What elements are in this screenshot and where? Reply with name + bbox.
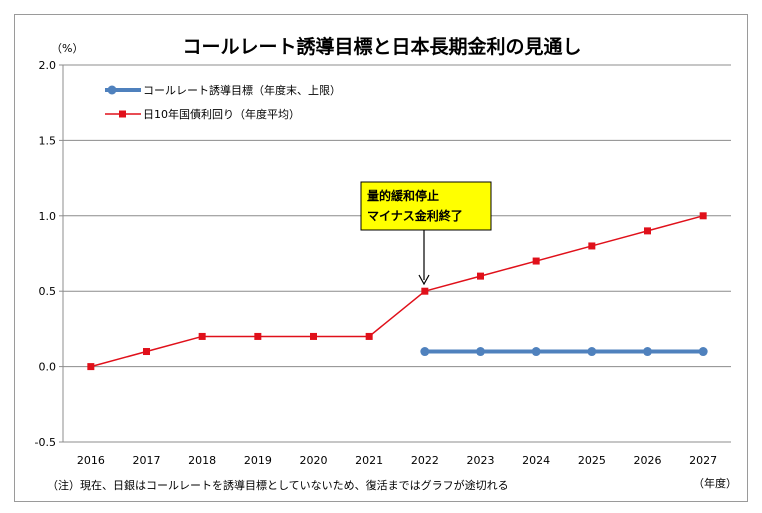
y-tick-label: 1.5 [39, 134, 57, 147]
data-point [87, 363, 95, 371]
x-tick-label: 2022 [411, 454, 439, 467]
annotation-arrowhead [418, 274, 430, 286]
data-point [143, 348, 150, 356]
footnote: （注）現在、日銀はコールレートを誘導目標としていないため、復活まではグラフが途切… [47, 478, 509, 492]
x-unit-label: （年度） [693, 476, 737, 490]
data-point [476, 347, 485, 357]
x-tick-label: 2021 [355, 454, 383, 467]
data-point [420, 347, 430, 357]
y-tick-label: -0.5 [35, 436, 56, 449]
x-tick-label: 2023 [467, 454, 495, 467]
annotation-line-1: 量的緩和停止 [367, 188, 439, 203]
x-tick-label: 2027 [689, 454, 717, 467]
legend-label-jgb-yield: 日10年国債利回り（年度平均） [143, 107, 300, 121]
data-point [477, 272, 484, 280]
data-point [588, 242, 596, 250]
y-tick-label: 0.0 [39, 361, 57, 374]
legend-item-call-rate: コールレート誘導目標（年度末、上限） [105, 83, 341, 97]
series-layer [87, 212, 708, 371]
data-point [254, 332, 262, 340]
data-point [699, 212, 707, 220]
legend-label-call-rate: コールレート誘導目標（年度末、上限） [143, 83, 341, 97]
annotation-line-2: マイナス金利終了 [367, 208, 463, 223]
data-point [644, 227, 651, 235]
chart: コールレート誘導目標と日本長期金利の見通し （%） （年度） （注）現在、日銀は… [35, 35, 737, 492]
x-tick-label: 2018 [188, 454, 216, 467]
data-point [421, 287, 429, 295]
y-unit-label: （%） [51, 42, 83, 55]
x-tick-label: 2026 [634, 454, 662, 467]
x-tick-label: 2019 [244, 454, 272, 467]
y-tick-label: 0.5 [39, 285, 57, 298]
x-tick-label: 2020 [300, 454, 328, 467]
annotation-box: 量的緩和停止 マイナス金利終了 [360, 181, 492, 286]
x-tick-label: 2024 [522, 454, 550, 467]
y-tick-labels: -0.5 0.0 0.5 1.0 1.5 2.0 [35, 59, 56, 449]
data-point [310, 332, 317, 340]
data-point [587, 347, 597, 357]
legend: コールレート誘導目標（年度末、上限） 日10年国債利回り（年度平均） [105, 83, 341, 121]
y-tick-label: 1.0 [39, 210, 57, 223]
data-point [365, 332, 373, 340]
x-tick-label: 2016 [77, 454, 105, 467]
series-line-1 [90, 215, 704, 368]
grid-lines [59, 64, 731, 443]
y-tick-label: 2.0 [39, 59, 57, 72]
x-tick-label: 2017 [133, 454, 161, 467]
chart-title: コールレート誘導目標と日本長期金利の見通し [182, 35, 581, 58]
x-tick-label: 2025 [578, 454, 606, 467]
data-point [698, 347, 708, 357]
data-point [531, 347, 541, 357]
data-point [198, 332, 206, 340]
chart-frame: コールレート誘導目標と日本長期金利の見通し （%） （年度） （注）現在、日銀は… [14, 14, 748, 502]
data-point [643, 347, 652, 357]
data-point [532, 257, 540, 265]
legend-item-jgb-yield: 日10年国債利回り（年度平均） [105, 107, 300, 121]
x-tick-labels: 2016 2017 2018 2019 2020 2021 2022 2023 2024 2025… [77, 454, 717, 467]
